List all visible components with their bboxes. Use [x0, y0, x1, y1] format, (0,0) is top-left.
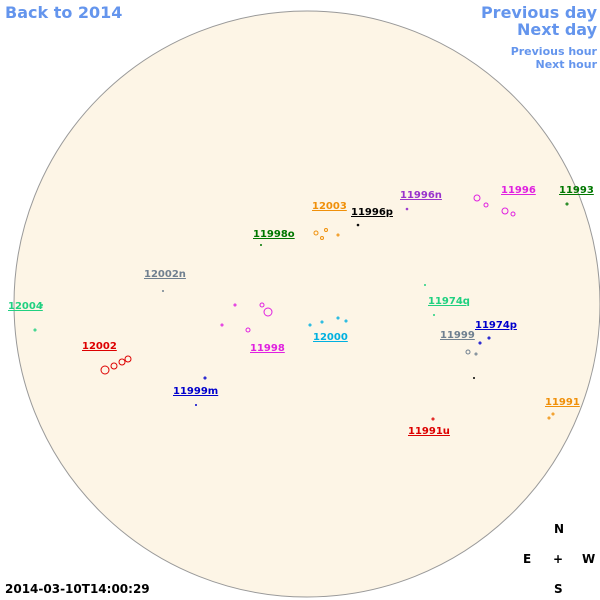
region-label: 12003 — [312, 201, 347, 212]
compass-center: + — [553, 552, 564, 566]
region-label: 11996 — [501, 185, 536, 196]
region-label: 11998 — [250, 343, 285, 354]
region-label: 11991 — [545, 397, 580, 408]
region-label: 11974q — [428, 296, 470, 307]
region-label: 11996p — [351, 207, 393, 218]
sunspots — [33, 194, 569, 421]
back-link[interactable]: Back to 2014 — [5, 3, 123, 22]
timestamp: 2014-03-10T14:00:29 — [5, 582, 150, 596]
region-label: 11999m — [173, 386, 219, 397]
region-label: 11974p — [475, 320, 517, 331]
region-label: 12000 — [313, 332, 348, 343]
compass-east: E — [523, 552, 532, 566]
compass-north: N — [554, 522, 565, 536]
region-label: 11991u — [408, 426, 450, 437]
compass-west: W — [582, 552, 596, 566]
region-label: 11996n — [400, 190, 442, 201]
region-label: 11999 — [440, 330, 475, 341]
previous-day-link[interactable]: Previous day — [480, 3, 597, 22]
region-label: 11998o — [253, 229, 295, 240]
region-label: 12002n — [144, 269, 186, 280]
next-day-link[interactable]: Next day — [517, 20, 597, 39]
region-label: 12002 — [82, 341, 117, 352]
previous-hour-link[interactable]: Previous hour — [510, 45, 597, 58]
compass-south: S — [554, 582, 563, 596]
region-label: 11993 — [559, 185, 594, 196]
region-label: 12004 — [8, 301, 43, 312]
solar-disk — [13, 10, 600, 598]
next-hour-link[interactable]: Next hour — [535, 58, 598, 71]
